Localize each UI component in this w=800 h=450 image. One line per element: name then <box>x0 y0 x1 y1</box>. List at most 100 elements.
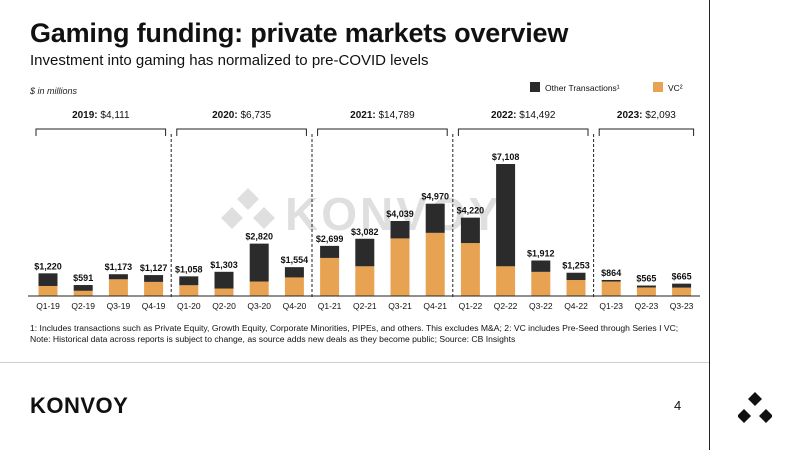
year-total-value: $6,735 <box>240 110 271 121</box>
footnote: 1: Includes transactions such as Private… <box>30 323 679 344</box>
year-label: 2019: <box>72 110 100 121</box>
bar-other <box>390 220 410 239</box>
bar-total-label: $4,220 <box>457 206 485 216</box>
bar-other <box>460 217 480 244</box>
bar-total-label: $864 <box>601 268 621 278</box>
bar-total-label: $1,303 <box>210 260 238 270</box>
x-tick-label: Q2-19 <box>71 301 95 311</box>
year-total-label: 2022: $14,492 <box>491 110 556 121</box>
bar-total-label: $4,039 <box>386 209 414 219</box>
bar-other <box>672 283 692 288</box>
year-total-value: $4,111 <box>100 110 130 121</box>
bar-vc <box>460 243 480 296</box>
x-tick-label: Q2-22 <box>494 301 518 311</box>
bar-other <box>73 285 93 291</box>
year-total-label: 2019: $4,111 <box>72 110 130 121</box>
x-tick-label: Q4-21 <box>423 301 447 311</box>
bar-vc <box>566 280 586 296</box>
year-bracket <box>176 128 307 136</box>
bar-vc <box>249 281 269 296</box>
bar-other <box>566 272 586 281</box>
bar-total-label: $1,127 <box>140 263 168 273</box>
x-tick-label: Q2-21 <box>353 301 377 311</box>
year-bracket <box>317 128 448 136</box>
bar-other <box>531 260 551 272</box>
watermark-mark-icon <box>221 207 243 229</box>
bar-vc <box>179 285 199 296</box>
year-total-label: 2023: $2,093 <box>617 110 676 121</box>
bar-total-label: $1,220 <box>34 261 62 271</box>
year-bracket <box>457 128 589 136</box>
year-total-value: $2,093 <box>645 110 676 121</box>
x-tick-label: Q3-20 <box>247 301 271 311</box>
bar-total-label: $2,699 <box>316 234 344 244</box>
bar-total-label: $4,970 <box>421 192 449 202</box>
bar-other <box>108 274 128 280</box>
year-total-label: 2021: $14,789 <box>350 110 415 121</box>
bar-total-label: $1,173 <box>105 262 133 272</box>
bar-other <box>214 271 234 289</box>
bar-other <box>179 276 199 286</box>
x-tick-label: Q1-19 <box>36 301 60 311</box>
legend-swatch-other <box>530 82 540 92</box>
x-tick-label: Q1-23 <box>599 301 623 311</box>
bar-other <box>38 273 58 286</box>
bar-other <box>144 275 164 282</box>
year-label: 2020: <box>212 110 240 121</box>
x-tick-label: Q3-19 <box>107 301 131 311</box>
bar-other <box>355 238 375 267</box>
page-title: Gaming funding: private markets overview <box>30 18 569 48</box>
legend-label-vc: VC² <box>668 83 683 93</box>
watermark-mark-icon <box>237 188 259 210</box>
bar-vc <box>672 287 692 296</box>
x-tick-label: Q4-19 <box>142 301 166 311</box>
units-label: $ in millions <box>30 86 78 96</box>
bar-total-label: $565 <box>636 274 656 284</box>
year-label: 2021: <box>350 110 378 121</box>
bar-vc <box>38 285 58 296</box>
x-tick-label: Q2-20 <box>212 301 236 311</box>
page-number: 4 <box>674 398 682 413</box>
x-tick-label: Q3-23 <box>670 301 694 311</box>
bar-other <box>320 245 340 258</box>
x-tick-label: Q1-20 <box>177 301 201 311</box>
bar-total-label: $1,253 <box>562 261 590 271</box>
bar-total-label: $1,554 <box>281 255 309 265</box>
year-total-value: $14,492 <box>519 110 556 121</box>
bar-other <box>425 203 445 233</box>
x-tick-label: Q1-21 <box>318 301 342 311</box>
bar-vc <box>425 232 445 296</box>
bar-vc <box>601 281 621 296</box>
bar-vc <box>496 266 516 296</box>
bar-vc <box>355 266 375 296</box>
bar-other <box>636 285 656 288</box>
legend-swatch-vc <box>653 82 663 92</box>
bar-vc <box>531 271 551 296</box>
year-bracket <box>598 128 695 136</box>
bar-total-label: $7,108 <box>492 152 520 162</box>
x-tick-label: Q3-22 <box>529 301 553 311</box>
bar-other <box>249 243 269 282</box>
legend-label-other: Other Transactions¹ <box>545 83 620 93</box>
bar-vc <box>214 288 234 296</box>
right-margin-rule <box>709 0 710 450</box>
bar-total-label: $591 <box>73 273 93 283</box>
bar-total-label: $665 <box>672 272 692 282</box>
x-tick-label: Q4-20 <box>283 301 307 311</box>
bar-total-label: $1,058 <box>175 264 203 274</box>
bar-total-label: $2,820 <box>245 232 273 242</box>
bar-vc <box>320 257 340 296</box>
x-tick-label: Q2-23 <box>635 301 659 311</box>
watermark-mark-icon <box>253 207 275 229</box>
bar-total-label: $1,912 <box>527 248 555 258</box>
brand-logo: KONVOY <box>30 393 129 418</box>
year-label: 2022: <box>491 110 519 121</box>
bar-other <box>284 267 304 278</box>
page-subtitle: Investment into gaming has normalized to… <box>30 52 429 69</box>
year-total-label: 2020: $6,735 <box>212 110 271 121</box>
bar-vc <box>390 238 410 296</box>
bar-vc <box>636 287 656 296</box>
bar-other <box>496 164 516 267</box>
footer-divider <box>0 362 709 363</box>
